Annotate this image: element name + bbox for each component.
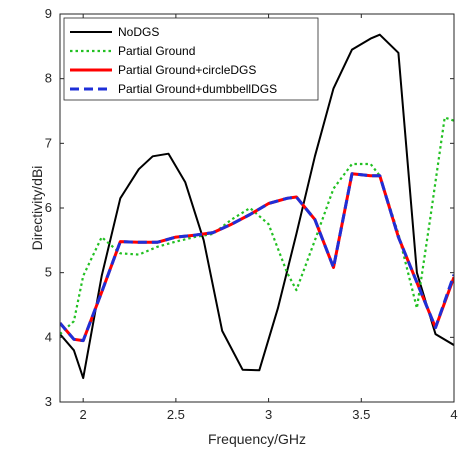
y-tick-label: 5: [45, 265, 52, 280]
series-line-1: [60, 33, 454, 380]
y-tick-label: 4: [45, 329, 52, 344]
legend-entry-2: Partial Ground: [70, 44, 195, 58]
x-tick-label: 2.5: [167, 407, 185, 422]
y-tick-label: 8: [45, 71, 52, 86]
x-tick-label: 3.5: [352, 407, 370, 422]
x-tick-label: 3: [265, 407, 272, 422]
legend: NoDGS Partial Ground Partial Ground+circle…: [63, 17, 319, 101]
y-axis-ticks: 3 4 5 6 7 8 9: [45, 6, 454, 409]
legend-entry-1: NoDGS: [70, 25, 159, 39]
series-line-2: [60, 116, 454, 335]
legend-label: Partial Ground+circleDGS: [118, 63, 256, 77]
y-tick-label: 7: [45, 135, 52, 150]
legend-entry-4: Partial Ground+dumbbellDGS: [70, 82, 277, 96]
x-tick-label: 4: [450, 407, 457, 422]
legend-entry-3: Partial Ground+circleDGS: [70, 63, 256, 77]
y-tick-label: 6: [45, 200, 52, 215]
y-tick-label: 3: [45, 394, 52, 409]
y-tick-label: 9: [45, 6, 52, 21]
legend-label: Partial Ground: [118, 44, 195, 58]
y-axis-label: Directivity/dBi: [29, 166, 45, 251]
series-layer: [60, 33, 454, 380]
series-line-4: [60, 172, 454, 343]
x-axis-ticks: 2 2.5 3 3.5 4: [80, 14, 458, 422]
legend-label: Partial Ground+dumbbellDGS: [118, 82, 277, 96]
legend-entries: NoDGS Partial Ground Partial Ground+circle…: [70, 25, 277, 96]
x-tick-label: 2: [80, 407, 87, 422]
x-axis-label: Frequency/GHz: [208, 431, 306, 447]
legend-label: NoDGS: [118, 25, 159, 39]
